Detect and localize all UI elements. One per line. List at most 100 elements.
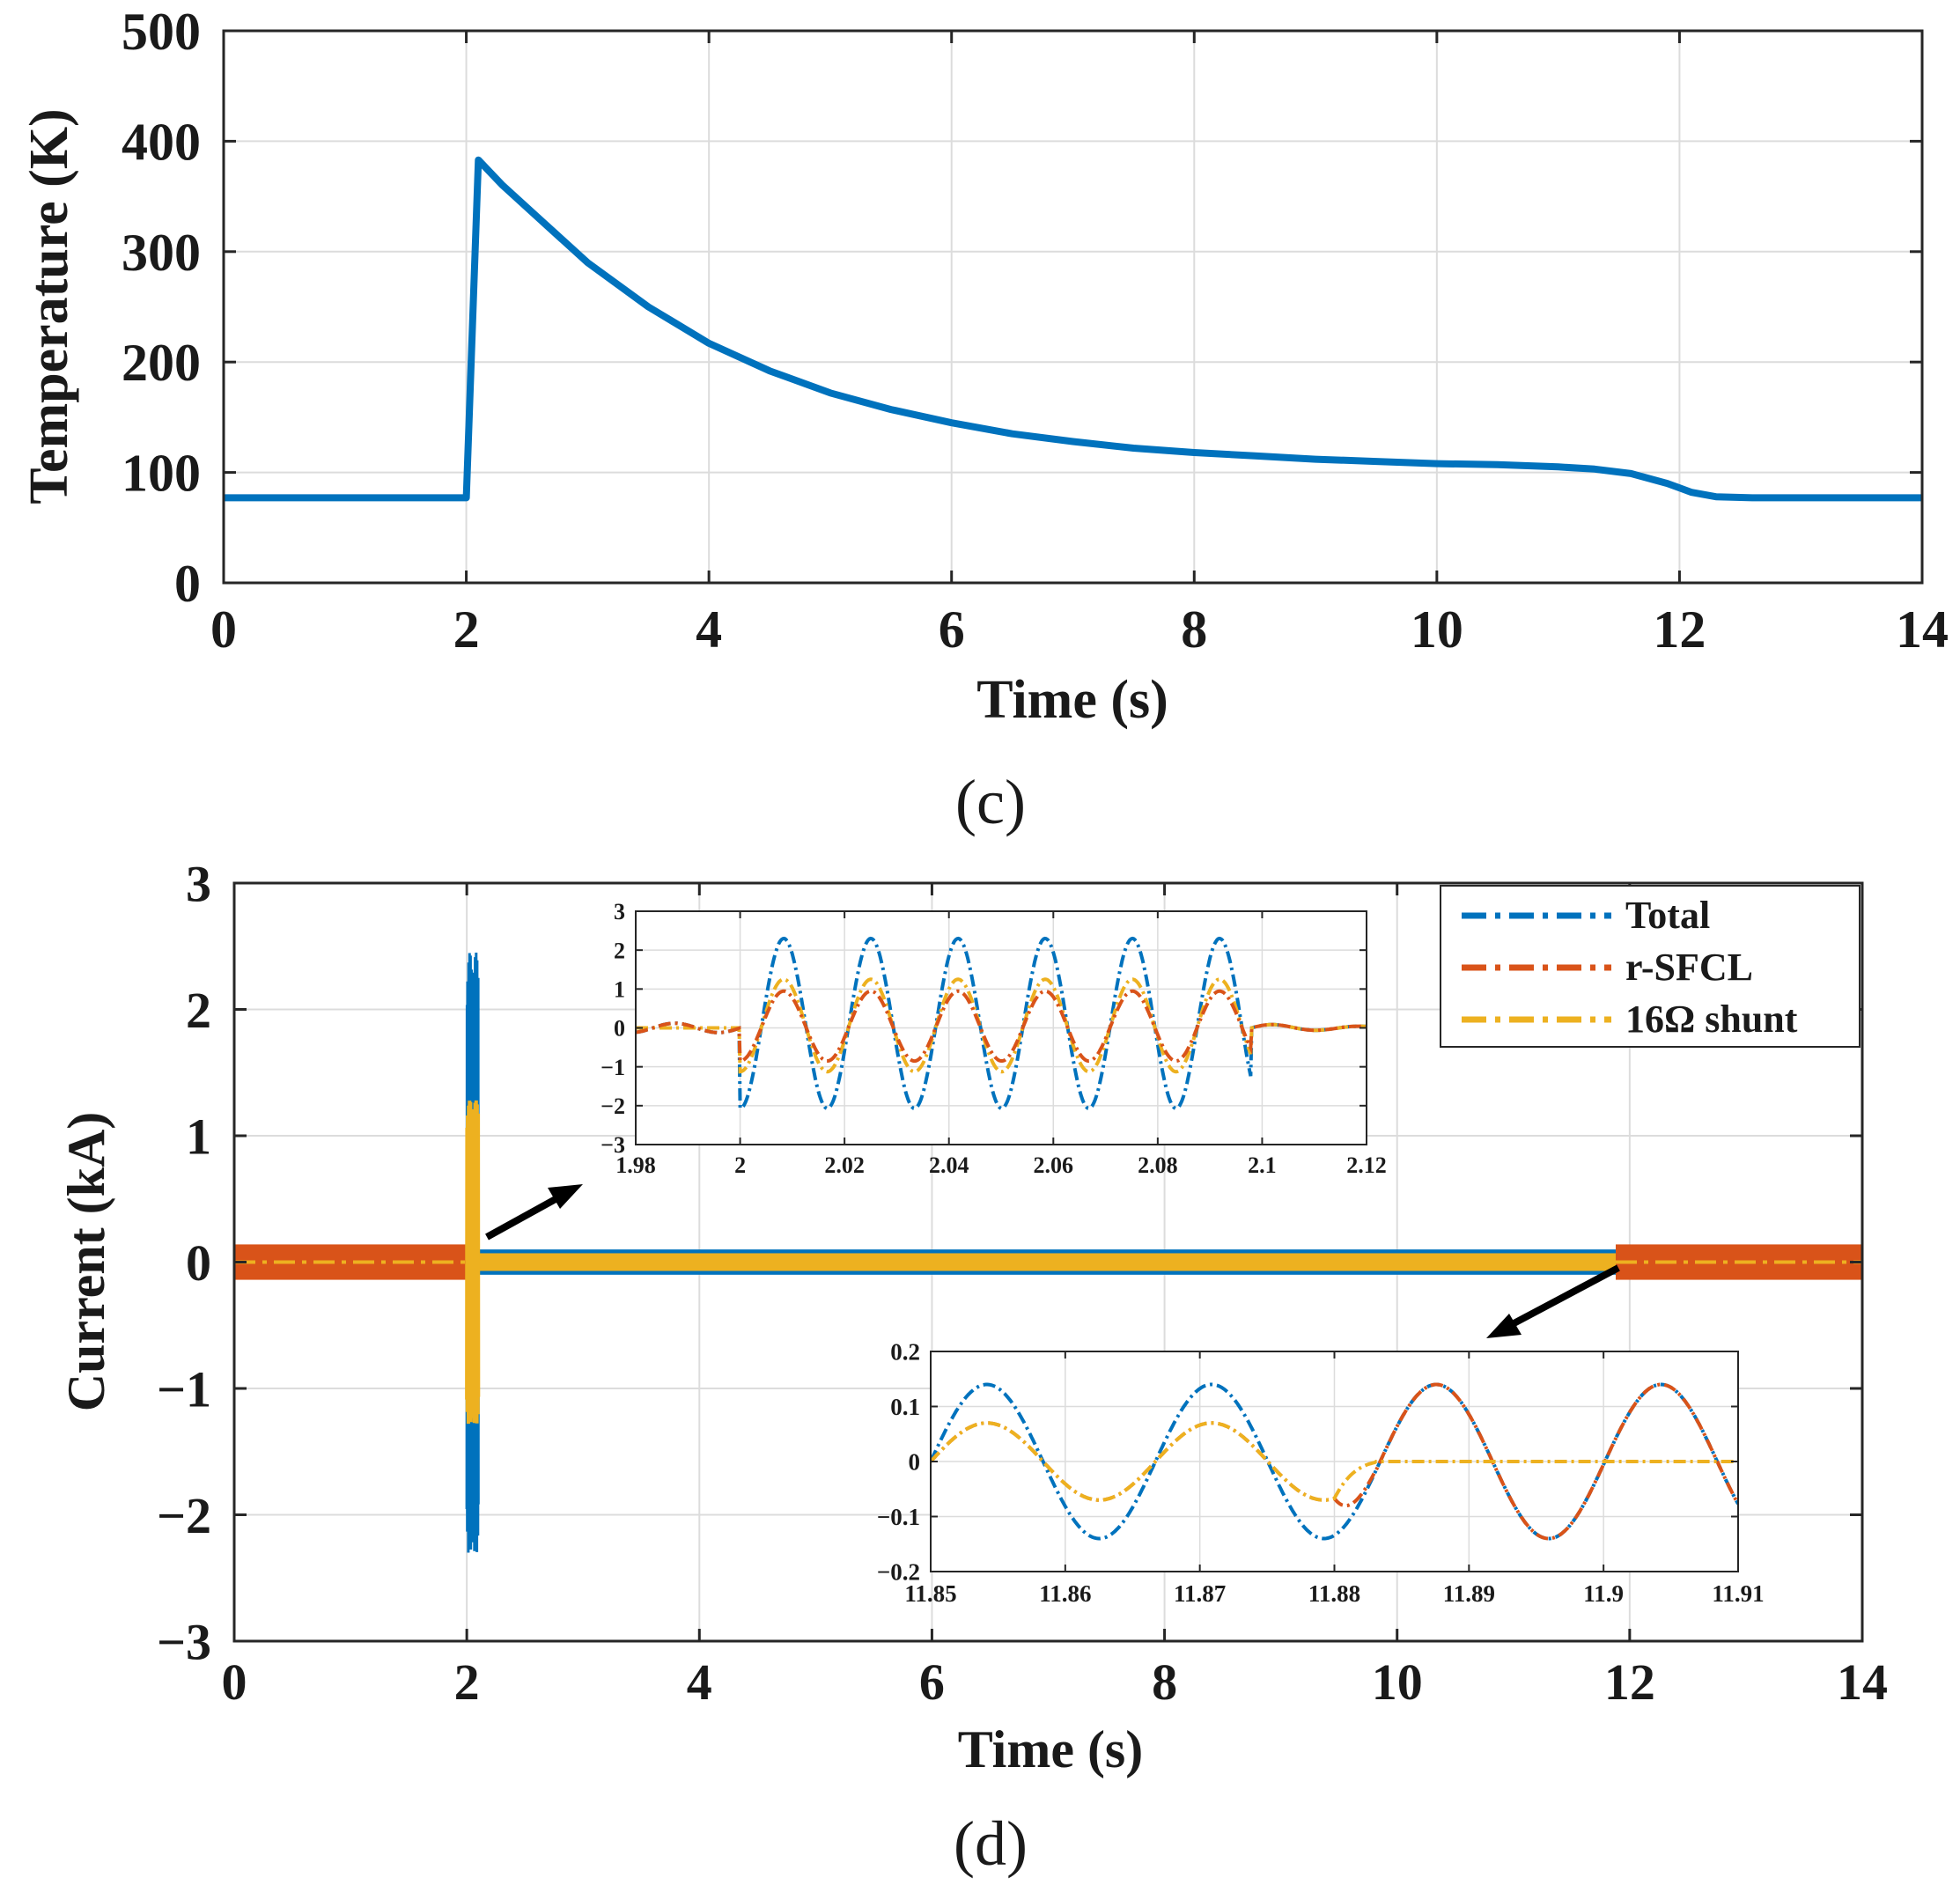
y-tick-label: 2 [186, 982, 211, 1039]
tick-marks [232, 881, 1864, 1643]
x-tick-label: 12 [1604, 1653, 1655, 1711]
y-tick-label: 1 [186, 1108, 211, 1165]
inset-recovery: 11.85 11.86 11.87 11.88 11.89 11.9 11.91 −0.2−… [877, 1338, 1765, 1607]
axes-frame [222, 29, 1924, 585]
y-tick-labels: −3 −2 −1 0 1 2 3 [601, 899, 625, 1158]
y-tick-label: 2 [614, 938, 625, 963]
x-tick-label: 4 [687, 1653, 712, 1711]
x-tick-label: 4 [696, 600, 722, 659]
y-tick-label: −0.2 [877, 1558, 920, 1585]
x-tick-label: 0 [210, 600, 237, 659]
x-tick-label: 11.88 [1308, 1580, 1360, 1607]
y-tick-label: −0.1 [877, 1504, 920, 1530]
x-axis-label: Time (s) [976, 670, 1168, 730]
y-tick-label: −3 [157, 1613, 211, 1670]
inset-fault: 1.98 2 2.02 2.04 2.06 2.08 2.1 2.12 −3 −2 −1 0 1 2 3 [601, 899, 1387, 1178]
y-tick-label: 0 [614, 1016, 625, 1042]
y-tick-label: 1 [614, 976, 625, 1002]
y-tick-labels: 0 100 200 300 400 500 [122, 3, 201, 613]
y-tick-label: 100 [122, 445, 201, 503]
y-axis-label: Temperature (K) [19, 108, 79, 504]
rsfcl-band-prefault [234, 1244, 468, 1280]
y-tick-label: 300 [122, 224, 201, 282]
x-tick-label: 2 [454, 1653, 480, 1711]
panel-c: 0 2 4 6 8 10 12 14 0 100 200 300 400 500 Time (s) Te… [19, 3, 1949, 837]
legend-entry-shunt: 16Ω shunt [1462, 998, 1798, 1041]
grid [223, 30, 1923, 584]
x-tick-label: 2.1 [1248, 1152, 1277, 1178]
y-tick-label: 0 [909, 1448, 921, 1475]
y-tick-label: 0.1 [890, 1394, 920, 1420]
temperature-line [224, 156, 1922, 502]
x-tick-label: 2.02 [824, 1152, 865, 1178]
x-tick-labels: 11.85 11.86 11.87 11.88 11.89 11.9 11.91 [904, 1580, 1764, 1607]
x-tick-label: 8 [1181, 600, 1207, 659]
tick-marks [635, 910, 1367, 1145]
x-tick-label: 11.89 [1443, 1580, 1495, 1607]
y-axis-label: Current (kA) [57, 1112, 115, 1412]
x-tick-labels: 0 2 4 6 8 10 12 14 [222, 1653, 1889, 1711]
legend-entry-rsfcl: r-SFCL [1462, 946, 1753, 989]
y-tick-label: 0 [174, 555, 201, 613]
shunt-fault-burst [465, 1100, 481, 1425]
shunt-waveform [931, 1421, 1738, 1502]
x-tick-label: 10 [1372, 1653, 1423, 1711]
x-tick-label: 11.85 [904, 1580, 956, 1607]
x-tick-label: 11.9 [1583, 1580, 1624, 1607]
legend-entry-total: Total [1462, 894, 1710, 937]
y-tick-label: 3 [614, 899, 625, 924]
y-tick-labels: −3 −2 −1 0 1 2 3 [157, 855, 211, 1670]
y-tick-labels: −0.2 −0.1 0 0.1 0.2 [877, 1338, 920, 1585]
zoom-arrow [485, 1184, 583, 1241]
y-tick-label: −1 [157, 1360, 211, 1417]
zoom-arrow [1486, 1264, 1620, 1338]
y-tick-label: −2 [157, 1487, 211, 1544]
y-tick-label: 400 [122, 113, 201, 171]
panel-caption: (c) [955, 767, 1026, 837]
total-waveform [636, 936, 1367, 1111]
legend-label: r-SFCL [1625, 946, 1753, 989]
x-tick-label: 11.91 [1712, 1580, 1764, 1607]
y-tick-label: 0 [186, 1234, 211, 1292]
x-tick-label: 2 [734, 1152, 746, 1178]
x-tick-label: 1.98 [615, 1152, 656, 1178]
x-tick-labels: 1.98 2 2.02 2.04 2.06 2.08 2.1 2.12 [615, 1152, 1387, 1178]
x-tick-label: 11.86 [1039, 1580, 1091, 1607]
series-group [234, 952, 1862, 1553]
total-waveform [931, 1382, 1738, 1541]
x-tick-labels: 0 2 4 6 8 10 12 14 [210, 600, 1949, 659]
legend-label: 16Ω shunt [1625, 998, 1798, 1041]
x-tick-label: 0 [222, 1653, 247, 1711]
x-tick-label: 11.87 [1174, 1580, 1226, 1607]
x-tick-label: 6 [939, 600, 965, 659]
x-tick-label: 6 [919, 1653, 945, 1711]
y-tick-label: −1 [601, 1055, 625, 1080]
series-group [931, 1382, 1738, 1541]
y-tick-label: 3 [186, 855, 211, 912]
x-tick-label: 14 [1896, 600, 1949, 659]
series-group [224, 156, 1922, 502]
y-tick-label: −2 [601, 1093, 625, 1119]
tick-marks [222, 29, 1924, 585]
y-tick-label: 500 [122, 3, 201, 61]
x-tick-label: 8 [1152, 1653, 1177, 1711]
x-tick-label: 10 [1411, 600, 1463, 659]
x-tick-label: 12 [1653, 600, 1706, 659]
x-tick-label: 2.06 [1034, 1152, 1074, 1178]
rsfcl-waveform [636, 989, 1367, 1064]
x-tick-label: 2 [453, 600, 480, 659]
series-group [636, 936, 1367, 1111]
shunt-band-limited [478, 1253, 1617, 1271]
x-tick-label: 2.12 [1346, 1152, 1387, 1178]
y-tick-label: 0.2 [890, 1338, 920, 1365]
tick-marks [930, 1351, 1739, 1572]
legend-label: Total [1625, 894, 1710, 937]
x-axis-label: Time (s) [958, 1720, 1144, 1778]
panel-caption: (d) [954, 1808, 1028, 1879]
x-tick-label: 2.04 [929, 1152, 969, 1178]
x-tick-label: 14 [1837, 1653, 1888, 1711]
y-tick-label: 200 [122, 334, 201, 392]
x-tick-label: 2.08 [1138, 1152, 1178, 1178]
